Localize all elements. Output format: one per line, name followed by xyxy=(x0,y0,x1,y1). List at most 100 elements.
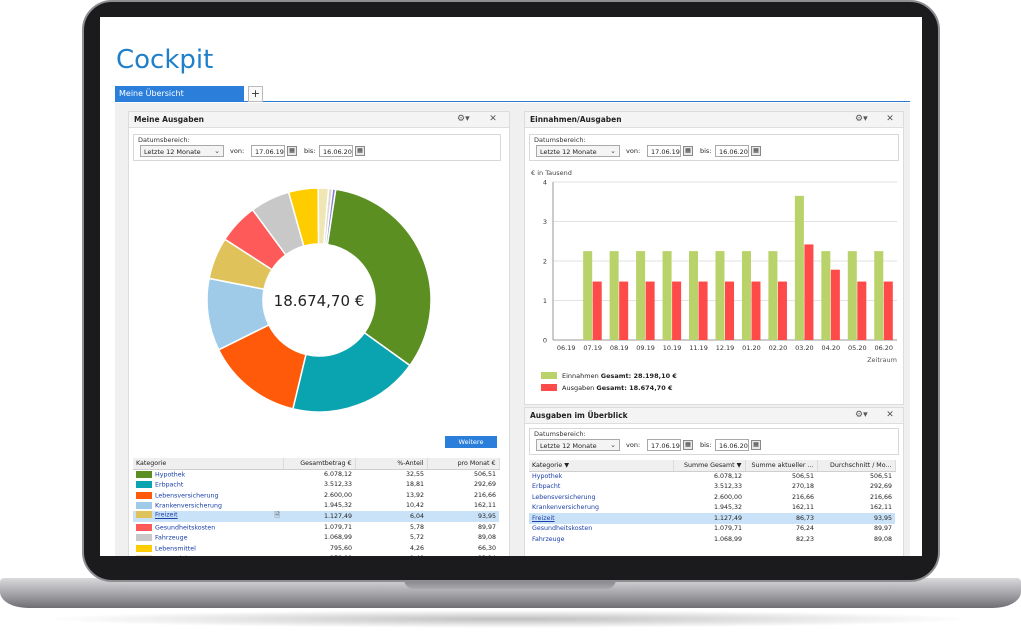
category-link[interactable]: Fahrzeuge xyxy=(155,534,188,542)
more-button[interactable]: Weitere xyxy=(445,436,497,448)
category-link[interactable]: Hypothek xyxy=(532,473,563,480)
close-icon[interactable]: ✕ xyxy=(886,410,894,420)
bar-ausgaben[interactable] xyxy=(751,281,761,340)
gear-icon[interactable]: ⚙▾ xyxy=(855,410,868,420)
category-link[interactable]: Freizeit xyxy=(155,511,178,519)
from-date-input[interactable]: 17.06.19 xyxy=(647,145,681,157)
gear-icon[interactable]: ⚙▾ xyxy=(457,114,470,124)
table-row[interactable]: Erbpacht 3.512,33 18,81 292,69 xyxy=(133,480,499,491)
date-range-select[interactable]: Letzte 12 Monate ⌄ xyxy=(536,439,620,451)
calendar-icon[interactable]: ▦ xyxy=(751,440,761,450)
table-row[interactable]: Fahrzeuge 1.068,99 5,72 89,08 xyxy=(133,533,499,544)
x-tick-label: 02.20 xyxy=(769,344,788,352)
close-icon[interactable]: ✕ xyxy=(489,114,497,124)
table-row[interactable]: Freizeit 1.127,49 86,73 93,95 xyxy=(529,513,895,524)
category-link[interactable]: Krankenversicherung xyxy=(532,504,599,512)
bar-einnahmen[interactable] xyxy=(741,251,751,340)
bar-ausgaben[interactable] xyxy=(645,281,655,340)
category-link[interactable]: Kategorielos xyxy=(155,556,194,557)
to-date-input[interactable]: 16.06.20 xyxy=(715,145,749,157)
table-row[interactable]: Krankenversicherung 1.945,32 162,11 162,11 xyxy=(529,503,895,514)
bar-ausgaben[interactable] xyxy=(857,281,867,340)
to-label: bis: xyxy=(304,147,316,155)
category-link[interactable]: Lebensversicherung xyxy=(155,492,219,499)
table-row[interactable]: Fahrzeuge 1.068,99 82,23 89,08 xyxy=(529,534,895,545)
calendar-icon[interactable]: ▦ xyxy=(683,440,693,450)
table-row[interactable]: Krankenversicherung 1.945,32 10,42 162,11 xyxy=(133,501,499,512)
document-icon[interactable]: 🗎 xyxy=(274,511,280,519)
date-range-select[interactable]: Letzte 12 Monate ⌄ xyxy=(536,145,620,157)
category-link[interactable]: Erbpacht xyxy=(532,483,561,491)
table-row[interactable]: Kategorielos 278,981,4923,24 xyxy=(133,554,499,557)
bar-ausgaben[interactable] xyxy=(777,281,787,340)
from-date-input[interactable]: 17.06.19 xyxy=(647,439,681,451)
y-tick-label: 1 xyxy=(543,297,547,305)
category-link[interactable]: Fahrzeuge xyxy=(532,535,565,543)
column-header[interactable]: Kategorie ▼ xyxy=(529,460,674,472)
table-row[interactable]: Lebensmittel 795,60 4,26 66,30 xyxy=(133,543,499,554)
bar-ausgaben[interactable] xyxy=(725,281,735,340)
bar-einnahmen[interactable] xyxy=(768,251,778,340)
bar-einnahmen[interactable] xyxy=(794,195,804,340)
bar-einnahmen[interactable] xyxy=(609,251,619,340)
table-row[interactable]: Hypothek 6.078,12 506,51 506,51 xyxy=(529,471,895,482)
column-header[interactable]: Durchschnitt / Mo... xyxy=(817,460,896,472)
legend-swatch xyxy=(541,384,557,391)
column-header[interactable]: Gesamtbetrag € xyxy=(283,458,356,470)
column-header[interactable]: Summe aktueller ... xyxy=(745,460,818,472)
bar-ausgaben[interactable] xyxy=(698,281,708,340)
to-date-input[interactable]: 16.06.20 xyxy=(715,439,749,451)
calendar-icon[interactable]: ▦ xyxy=(355,146,365,156)
close-icon[interactable]: ✕ xyxy=(886,114,894,124)
column-header[interactable]: Summe Gesamt ▼ xyxy=(673,460,746,472)
column-header[interactable]: %-Anteil xyxy=(355,458,428,470)
table-row[interactable]: Gesundheitskosten 1.079,71 76,24 89,97 xyxy=(529,524,895,535)
category-link[interactable]: Freizeit xyxy=(532,514,555,522)
category-link[interactable]: Gesundheitskosten xyxy=(155,524,216,531)
bar-einnahmen[interactable] xyxy=(636,251,646,340)
table-row[interactable]: Lebensversicherung 2.600,00 216,66 216,66 xyxy=(529,492,895,503)
gear-icon[interactable]: ⚙▾ xyxy=(855,114,868,124)
category-link[interactable]: Lebensversicherung xyxy=(532,493,596,501)
table-row[interactable]: Lebensversicherung 2.600,00 13,92 216,66 xyxy=(133,490,499,501)
from-date-input[interactable]: 17.06.19 xyxy=(251,145,285,157)
bar-einnahmen[interactable] xyxy=(689,251,699,340)
table-row[interactable]: Gesundheitskosten 1.079,71 5,78 89,97 xyxy=(133,522,499,533)
bar-einnahmen[interactable] xyxy=(821,251,831,340)
category-link[interactable]: Hypothek xyxy=(155,471,186,479)
category-link[interactable]: Erbpacht xyxy=(155,481,184,489)
x-tick-label: 01.20 xyxy=(742,344,761,352)
table-row[interactable]: Hypothek 6.078,12 32,55 506,51 xyxy=(133,469,499,480)
bar-ausgaben[interactable] xyxy=(592,281,602,340)
bar-einnahmen[interactable] xyxy=(874,251,884,340)
donut-total: 18.674,70 € xyxy=(273,292,365,310)
category-link[interactable]: Lebensmittel xyxy=(155,545,196,552)
category-link[interactable]: Krankenversicherung xyxy=(155,502,222,510)
date-range-select[interactable]: Letzte 12 Monate ⌄ xyxy=(140,145,224,157)
donut-slice[interactable] xyxy=(291,331,411,413)
calendar-icon[interactable]: ▦ xyxy=(751,146,761,156)
bar-einnahmen[interactable] xyxy=(847,251,857,340)
bar-einnahmen[interactable] xyxy=(662,251,672,340)
bar-einnahmen[interactable] xyxy=(715,251,725,340)
bar-ausgaben[interactable] xyxy=(672,281,682,340)
calendar-icon[interactable]: ▦ xyxy=(287,146,297,156)
category-link[interactable]: Gesundheitskosten xyxy=(532,525,593,533)
donut-slice[interactable] xyxy=(324,187,337,246)
bar-ausgaben[interactable] xyxy=(883,281,893,340)
bar-ausgaben[interactable] xyxy=(830,269,840,340)
column-header[interactable]: Kategorie xyxy=(133,458,284,470)
table-row[interactable]: Freizeit 🗎 1.127,49 6,04 93,95 xyxy=(133,511,499,522)
date-range-label: Datumsbereich: xyxy=(138,136,190,144)
bar-ausgaben[interactable] xyxy=(619,281,629,340)
column-header[interactable]: pro Monat € xyxy=(427,458,500,470)
laptop-notch xyxy=(404,578,616,589)
tab-meine-uebersicht[interactable]: Meine Übersicht xyxy=(115,86,244,102)
bar-einnahmen[interactable] xyxy=(583,251,593,340)
to-date-input[interactable]: 16.06.20 xyxy=(319,145,353,157)
table-row[interactable]: Erbpacht 3.512,33 270,18 292,69 xyxy=(529,482,895,493)
donut-slice[interactable] xyxy=(326,188,432,367)
calendar-icon[interactable]: ▦ xyxy=(683,146,693,156)
bar-ausgaben[interactable] xyxy=(804,244,814,340)
add-tab-button[interactable]: + xyxy=(248,86,263,102)
